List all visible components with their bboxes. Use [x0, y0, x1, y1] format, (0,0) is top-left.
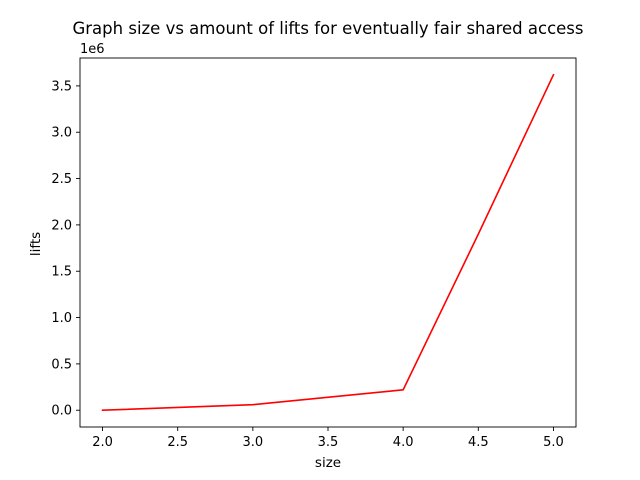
- series-line-0: [101, 73, 555, 412]
- chart-title: Graph size vs amount of lifts for eventu…: [72, 19, 583, 38]
- x-tick-label: 4.0: [393, 435, 414, 450]
- y-tick-label: 1.5: [51, 265, 72, 280]
- y-tick-label: 2.5: [51, 172, 72, 187]
- y-tick-label: 3.5: [51, 79, 72, 94]
- y-tick-label: 3.0: [51, 126, 72, 141]
- axes-frame: [79, 57, 577, 428]
- x-tick-label: 3.5: [318, 435, 339, 450]
- x-tick-label: 3.0: [243, 435, 264, 450]
- x-tick-label: 4.5: [468, 435, 489, 450]
- y-tick-label: 0.0: [51, 404, 72, 419]
- y-axis-label: lifts: [28, 232, 44, 256]
- y-axis-offset-label: 1e6: [80, 42, 105, 57]
- y-tick-label: 0.5: [51, 357, 72, 372]
- x-tick-label: 5.0: [543, 435, 564, 450]
- x-axis-label: size: [315, 455, 341, 471]
- y-tick-label: 2.0: [51, 218, 72, 233]
- y-tick-label: 1.0: [51, 311, 72, 326]
- x-tick-label: 2.0: [92, 435, 113, 450]
- x-tick-label: 2.5: [167, 435, 188, 450]
- plot-area: 2.0 2.5 3.0 3.5 4.0 4.5 5.0 0.0 0.5 1.0 1.5 2.0 2.5 3…: [51, 57, 577, 450]
